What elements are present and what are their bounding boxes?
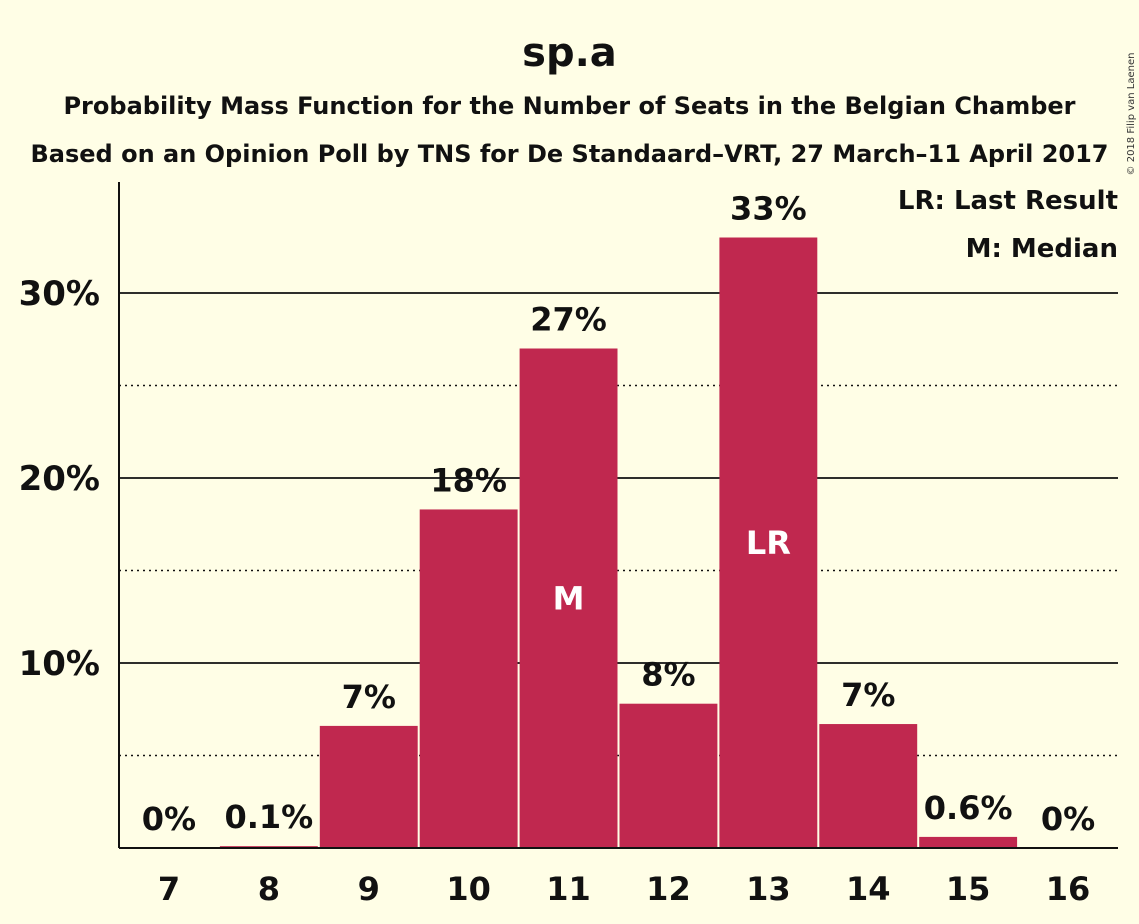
x-tick-label-15: 15 <box>946 870 991 908</box>
data-label-12: 8% <box>641 656 695 694</box>
bars <box>219 237 1018 848</box>
y-tick-label-2: 30% <box>19 274 100 314</box>
chart-title: sp.a <box>522 30 617 76</box>
data-label-7: 0% <box>142 800 196 838</box>
bar-marker-m: M <box>553 579 585 617</box>
y-tick-label-1: 20% <box>19 459 100 499</box>
data-label-10: 18% <box>430 461 507 499</box>
data-label-13: 33% <box>730 190 807 228</box>
copyright-note: © 2018 Filip van Laenen <box>1126 53 1137 176</box>
bar-11 <box>519 348 618 848</box>
bar-13 <box>719 237 818 848</box>
chart-subtitle-2: Based on an Opinion Poll by TNS for De S… <box>31 140 1109 168</box>
x-tick-label-13: 13 <box>746 870 791 908</box>
x-tick-label-8: 8 <box>258 870 280 908</box>
x-tick-label-7: 7 <box>158 870 180 908</box>
x-tick-label-12: 12 <box>646 870 691 908</box>
data-label-15: 0.6% <box>924 789 1013 827</box>
x-tick-label-9: 9 <box>358 870 380 908</box>
bar-12 <box>619 703 718 848</box>
legend-median: M: Median <box>966 234 1118 264</box>
x-tick-label-16: 16 <box>1046 870 1091 908</box>
data-label-9: 7% <box>342 678 396 716</box>
x-tick-label-14: 14 <box>846 870 891 908</box>
data-label-14: 7% <box>841 676 895 714</box>
data-labels: 0% 0.1% 7% 18% 27% 8% 33% 7% 0.6% 0% M LR <box>142 190 1095 839</box>
bar-9 <box>319 725 418 848</box>
bar-10 <box>419 509 518 848</box>
legend-last-result: LR: Last Result <box>898 186 1118 216</box>
y-tick-label-0: 10% <box>19 644 100 684</box>
data-label-16: 0% <box>1041 800 1095 838</box>
chart-subtitle-1: Probability Mass Function for the Number… <box>63 92 1075 120</box>
x-tick-label-10: 10 <box>446 870 491 908</box>
bar-15 <box>919 836 1018 848</box>
x-tick-label-11: 11 <box>546 870 591 908</box>
bar-marker-lr: LR <box>746 524 791 562</box>
axes: 10% 20% 30% 7 8 9 10 11 12 13 14 15 16 <box>19 182 1118 908</box>
data-label-8: 0.1% <box>224 798 313 836</box>
grid <box>119 292 1118 757</box>
bar-14 <box>819 724 918 848</box>
data-label-11: 27% <box>530 301 607 339</box>
